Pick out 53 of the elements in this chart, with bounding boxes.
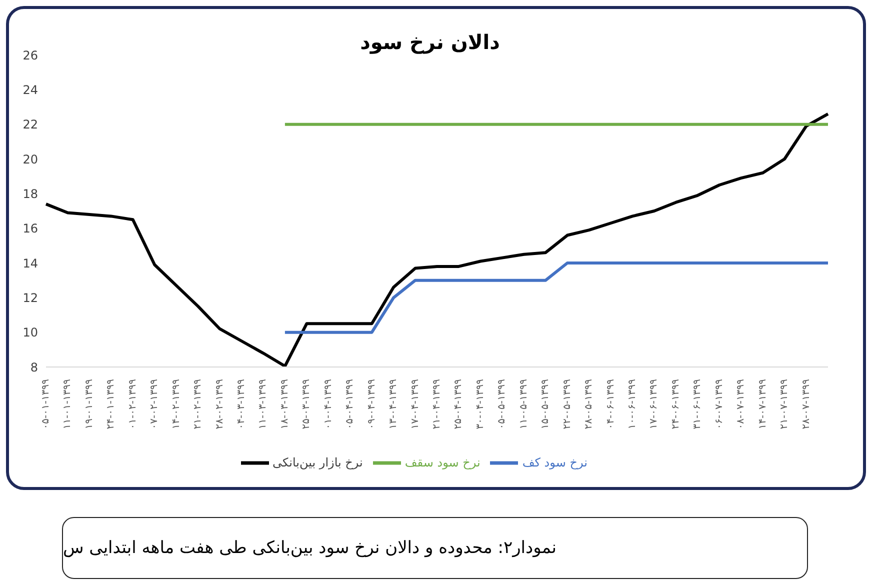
x-tick-label: ۰۴-۰۳-۱۳۹۹: [236, 379, 247, 430]
x-tick-label: ۲۵-۰۳-۱۳۹۹: [301, 379, 312, 430]
y-tick-label: 22: [22, 118, 38, 132]
x-tick-label: ۱۵-۰۵-۱۳۹۹: [540, 379, 552, 430]
y-tick-label: 14: [22, 256, 38, 270]
y-tick-label: 10: [22, 326, 38, 340]
x-tick-label: ۱۴-۰۲-۱۳۹۹: [170, 379, 182, 430]
x-tick-label: ۳۱-۰۶-۱۳۹۹: [692, 379, 704, 430]
x-tick-label: ۲۵-۰۴-۱۳۹۹: [453, 379, 464, 430]
x-tick-label: ۰۱-۰۲-۱۳۹۹: [127, 379, 138, 430]
x-tick-label: ۱۴-۰۷-۱۳۹۹: [757, 379, 768, 430]
y-tick-label: 26: [22, 48, 38, 62]
text: نمودار۲: محدوده و دالان نرخ سود بین‌بانکی طی هفت ماهه ابتدایی س: [63, 538, 556, 558]
x-tick-label: ۲۱-۰۲-۱۳۹۹: [192, 379, 204, 430]
line-series: [44, 112, 830, 367]
legend-label: نرخ سود سقف: [404, 455, 480, 470]
y-tick-label: 16: [22, 222, 38, 236]
x-tick-label: ۰۵-۰۱-۱۳۹۹: [40, 379, 52, 430]
x-tick-label: ۱۸-۰۳-۱۳۹۹: [279, 379, 290, 430]
x-tick-label: ۲۸-۰۵-۱۳۹۹: [584, 379, 595, 430]
legend-label: نرخ بازار بین‌بانکی: [272, 455, 363, 470]
y-tick-label: 8: [30, 360, 38, 374]
line-series: [283, 262, 830, 334]
x-tick-label: ۲۸-۰۷-۱۳۹۹: [800, 379, 812, 430]
x-tick-label: ۲۱-۰۷-۱۳۹۹: [779, 379, 790, 430]
y-tick-label: 18: [22, 186, 38, 201]
x-tick-label: ۰۴-۰۶-۱۳۹۹: [605, 379, 616, 430]
x-tick-label: ۱۳-۰۴-۱۳۹۹: [388, 379, 400, 430]
legend-label: نرخ سود کف: [522, 455, 588, 470]
y-tick-label: 24: [22, 82, 38, 97]
x-tick-label: ۱۷-۰۶-۱۳۹۹: [648, 379, 660, 430]
x-tick-label: ۲۲-۰۵-۱۳۹۹: [562, 379, 573, 430]
x-tick-label: ۰۷-۰۲-۱۳۹۹: [149, 379, 160, 430]
x-tick-label: ۳۰-۰۴-۱۳۹۹: [474, 379, 486, 430]
x-tick-label: ۱۷-۰۴-۱۳۹۹: [410, 379, 421, 430]
x-tick-label: ۰۵-۰۴-۱۳۹۹: [344, 379, 356, 430]
x-tick-label: ۱۱-۰۱-۱۳۹۹: [62, 379, 74, 430]
y-tick-label: 20: [22, 152, 38, 166]
x-tick-label: ۲۱-۰۴-۱۳۹۹: [432, 379, 442, 430]
x-tick-label: ۱۱-۰۳-۱۳۹۹: [258, 379, 269, 430]
x-tick-label: ۰۵-۰۵-۱۳۹۹: [496, 379, 508, 430]
x-tick-label: ۰۸-۰۷-۱۳۹۹: [736, 379, 747, 430]
x-tick-label: ۰۹-۰۴-۱۳۹۹: [366, 379, 378, 430]
x-tick-label: ۲۴-۰۶-۱۳۹۹: [670, 379, 682, 430]
x-tick-label: ۰۶-۰۷-۱۳۹۹: [714, 379, 725, 430]
x-tick-label: ۲۴-۰۱-۱۳۹۹: [106, 379, 117, 430]
x-tick-label: ۱۹-۰۱-۱۳۹۹: [84, 379, 95, 430]
x-tick-label: ۲۸-۰۲-۱۳۹۹: [214, 379, 226, 430]
chart-title: دالان نرخ سود: [360, 30, 500, 54]
x-tick-label: ۱۰-۰۶-۱۳۹۹: [627, 379, 638, 430]
x-tick-label: ۱۱-۰۵-۱۳۹۹: [518, 379, 530, 430]
x-tick-label: ۰۱-۰۴-۱۳۹۹: [322, 379, 334, 430]
y-tick-label: 12: [22, 290, 38, 305]
